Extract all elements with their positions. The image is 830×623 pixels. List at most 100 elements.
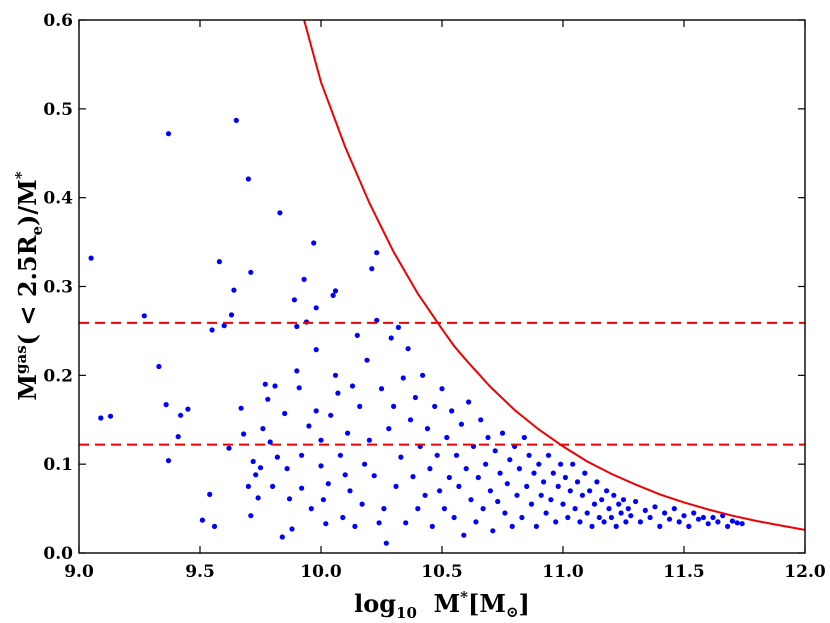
scatter-point — [403, 520, 409, 526]
scatter-point — [391, 403, 397, 409]
scatter-point — [613, 523, 619, 530]
scatter-point — [514, 492, 520, 498]
x-axis-title: log10 M*[M⊙] — [354, 588, 530, 622]
scatter-point — [335, 390, 341, 396]
scatter-point — [700, 514, 707, 521]
scatter-point — [543, 510, 549, 516]
scatter-point — [332, 372, 339, 378]
scatter-point — [299, 452, 305, 458]
scatter-point — [294, 323, 300, 330]
scatter-point — [216, 259, 222, 265]
scatter-point — [502, 510, 508, 516]
scatter-point — [528, 501, 535, 507]
scatter-point — [507, 457, 513, 463]
scatter-point — [345, 430, 351, 436]
scatter-point — [647, 514, 653, 521]
scatter-point — [221, 323, 227, 329]
scatter-point — [705, 521, 711, 527]
scatter-point — [524, 483, 530, 489]
y-tick-label: 0.4 — [43, 189, 73, 209]
y-title-star: * — [12, 171, 30, 179]
scatter-point — [284, 466, 290, 472]
scatter-point — [483, 461, 489, 467]
scatter-point — [427, 466, 433, 472]
scatter-point — [652, 504, 658, 510]
scatter-point — [415, 506, 421, 512]
scatter-point — [371, 473, 377, 479]
scatter-point — [432, 403, 438, 409]
plot-frame — [78, 19, 806, 554]
axis-ticks: 9.0 9.5 10.0 10.5 11.0 11.5 12.0 0.0 0.1 0.2 0.3 0.… — [43, 11, 825, 582]
x-title-log: log — [354, 589, 396, 618]
x-title-close: ] — [519, 589, 530, 618]
scatter-point — [499, 430, 506, 436]
y-tick-label: 0.5 — [43, 100, 73, 120]
x-tick-label: 12.0 — [784, 562, 826, 582]
scatter-point — [618, 510, 624, 516]
scatter-point — [444, 434, 450, 441]
scatter-point — [495, 498, 501, 505]
scatter-point — [533, 523, 540, 530]
data-points — [88, 117, 745, 546]
x-tick-label: 9.5 — [185, 562, 215, 582]
scatter-point — [497, 470, 503, 476]
y-tick-label: 0.3 — [43, 278, 73, 298]
scatter-point — [165, 458, 172, 464]
scatter-point — [226, 445, 232, 451]
threshold-curve — [303, 20, 805, 531]
scatter-point — [565, 514, 571, 521]
scatter-point — [231, 287, 237, 293]
scatter-point — [577, 519, 583, 525]
scatter-point — [383, 540, 389, 546]
y-title-mid: ( < 2.5R — [13, 234, 42, 345]
x-title-msun: [M — [468, 589, 506, 618]
scatter-point — [282, 410, 288, 417]
scatter-point — [265, 396, 271, 402]
scatter-point — [279, 534, 285, 540]
scatter-point — [558, 461, 564, 467]
scatter-point — [691, 510, 697, 516]
scatter-point — [257, 465, 264, 471]
scatter-point — [294, 368, 300, 374]
scatter-point — [579, 492, 586, 498]
scatter-point — [325, 481, 331, 487]
scatter-point — [599, 497, 605, 503]
scatter-point — [490, 528, 496, 534]
scatter-point — [676, 519, 682, 525]
scatter-point — [163, 402, 169, 408]
scatter-point — [567, 488, 573, 494]
scatter-point — [354, 332, 360, 338]
scatter-point — [175, 434, 181, 440]
scatter-point — [248, 513, 254, 519]
scatter-point — [347, 488, 353, 494]
scatter-point — [591, 501, 598, 507]
scatter-point — [352, 523, 358, 530]
x-title-sun-symbol: ⊙ — [506, 603, 519, 621]
scatter-point — [492, 448, 498, 454]
scatter-point — [715, 519, 721, 525]
scatter-point — [366, 437, 372, 443]
scatter-point — [548, 497, 554, 503]
scatter-point — [400, 375, 406, 381]
scatter-point — [642, 507, 648, 513]
scatter-point — [374, 317, 380, 323]
scatter-point — [553, 519, 559, 525]
scatter-point — [241, 431, 247, 437]
scatter-point — [620, 497, 627, 503]
scatter-point — [165, 131, 172, 137]
scatter-point — [538, 492, 544, 498]
scatter-point — [362, 461, 368, 467]
scatter-point — [318, 437, 324, 443]
scatter-point — [98, 415, 104, 421]
scatter-point — [313, 305, 319, 311]
scatter-point — [637, 519, 644, 525]
scatter-point — [313, 408, 319, 414]
scatter-point — [289, 526, 295, 532]
scatter-point — [398, 454, 404, 460]
scatter-point — [311, 240, 317, 246]
scatter-point — [729, 518, 736, 524]
scatter-point — [255, 495, 261, 501]
scatter-point — [446, 474, 452, 481]
x-tick-label: 9.0 — [64, 562, 94, 582]
scatter-point — [359, 501, 365, 507]
